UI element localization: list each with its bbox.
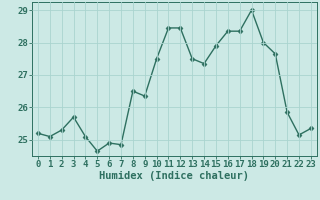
X-axis label: Humidex (Indice chaleur): Humidex (Indice chaleur) — [100, 171, 249, 181]
